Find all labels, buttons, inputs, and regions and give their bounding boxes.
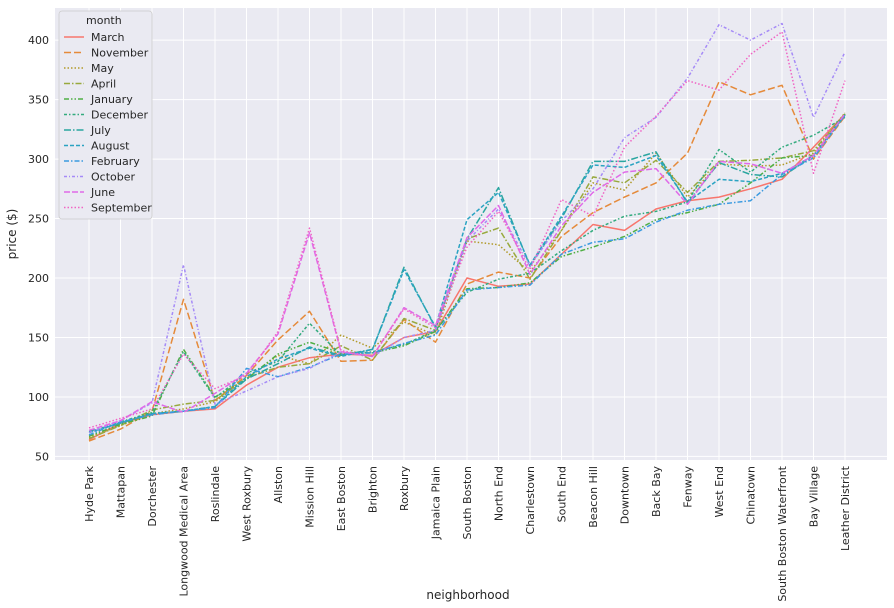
legend-label: May <box>91 62 114 75</box>
y-tick-labels: 50 100 150 200 250 300 350 400 <box>28 34 49 463</box>
series-line-june <box>88 113 846 432</box>
series-line-september <box>88 31 846 429</box>
x-tick-label: Downtown <box>619 466 632 524</box>
x-tick-label: Roslindale <box>209 466 222 522</box>
series-line-october <box>88 22 846 434</box>
x-tick-label: Mattapan <box>115 466 128 518</box>
y-tick-label: 200 <box>28 272 49 285</box>
x-tick-label: Allston <box>272 466 285 503</box>
x-tick-label: Hyde Park <box>83 465 96 521</box>
x-tick-label: North End <box>493 466 506 521</box>
series-line-april <box>88 113 846 440</box>
legend-label: October <box>91 171 135 184</box>
x-tick-label: Longwood Medical Area <box>178 466 191 597</box>
x-tick-label: East Boston <box>335 466 348 531</box>
x-tick-label: West Roxbury <box>241 466 254 542</box>
legend-label: January <box>90 93 133 106</box>
y-tick-label: 250 <box>28 213 49 226</box>
legend-label: July <box>90 124 111 137</box>
x-tick-label: Dorchester <box>146 466 159 527</box>
legend-label: September <box>91 202 152 215</box>
x-tick-label: Jamaica Plain <box>430 466 443 540</box>
series-line-november <box>88 80 846 442</box>
legend-box <box>58 10 153 220</box>
x-tick-label: West End <box>713 466 726 517</box>
legend-label: February <box>91 155 140 168</box>
series-line-february <box>88 114 846 436</box>
y-tick-label: 50 <box>35 450 49 463</box>
series-lines <box>88 22 846 442</box>
x-tick-label: South End <box>556 466 569 522</box>
x-axis-label: neighborhood <box>426 588 509 602</box>
series-line-august <box>88 114 846 434</box>
x-tick-labels: Hyde Park Mattapan Dorchester Longwood Medi… <box>83 465 852 601</box>
x-tick-label: Bay Village <box>808 466 821 527</box>
x-tick-label: Back Bay <box>650 466 663 517</box>
x-tick-label: Fenway <box>682 466 695 508</box>
series-line-march <box>88 113 846 441</box>
x-tick-label: South Boston <box>461 466 474 540</box>
x-tick-label: Charlestown <box>524 466 537 535</box>
y-axis-label: price ($) <box>5 209 19 260</box>
y-tick-label: 300 <box>28 153 49 166</box>
x-tick-label: Roxbury <box>398 466 411 512</box>
x-tick-label: South Boston Waterfront <box>776 465 789 601</box>
legend-label: April <box>91 78 116 91</box>
legend-label: December <box>91 109 149 122</box>
legend-label: March <box>91 31 125 44</box>
x-tick-label: Beacon Hill <box>587 466 600 528</box>
x-tick-label: Mission Hill <box>304 466 317 528</box>
y-tick-label: 150 <box>28 331 49 344</box>
y-tick-label: 100 <box>28 391 49 404</box>
y-tick-label: 400 <box>28 34 49 47</box>
legend-title: month <box>86 14 122 27</box>
x-tick-label: Brighton <box>367 466 380 513</box>
legend: month March November May April January Decemb… <box>58 10 153 220</box>
x-tick-label: Leather District <box>839 465 852 551</box>
legend-label: August <box>91 140 130 153</box>
series-line-december <box>88 116 846 434</box>
y-tick-label: 350 <box>28 94 49 107</box>
legend-items: March November May April January December July… <box>64 31 152 215</box>
x-tick-label: Chinatown <box>745 466 758 524</box>
legend-label: June <box>90 186 115 199</box>
legend-label: November <box>91 47 149 60</box>
